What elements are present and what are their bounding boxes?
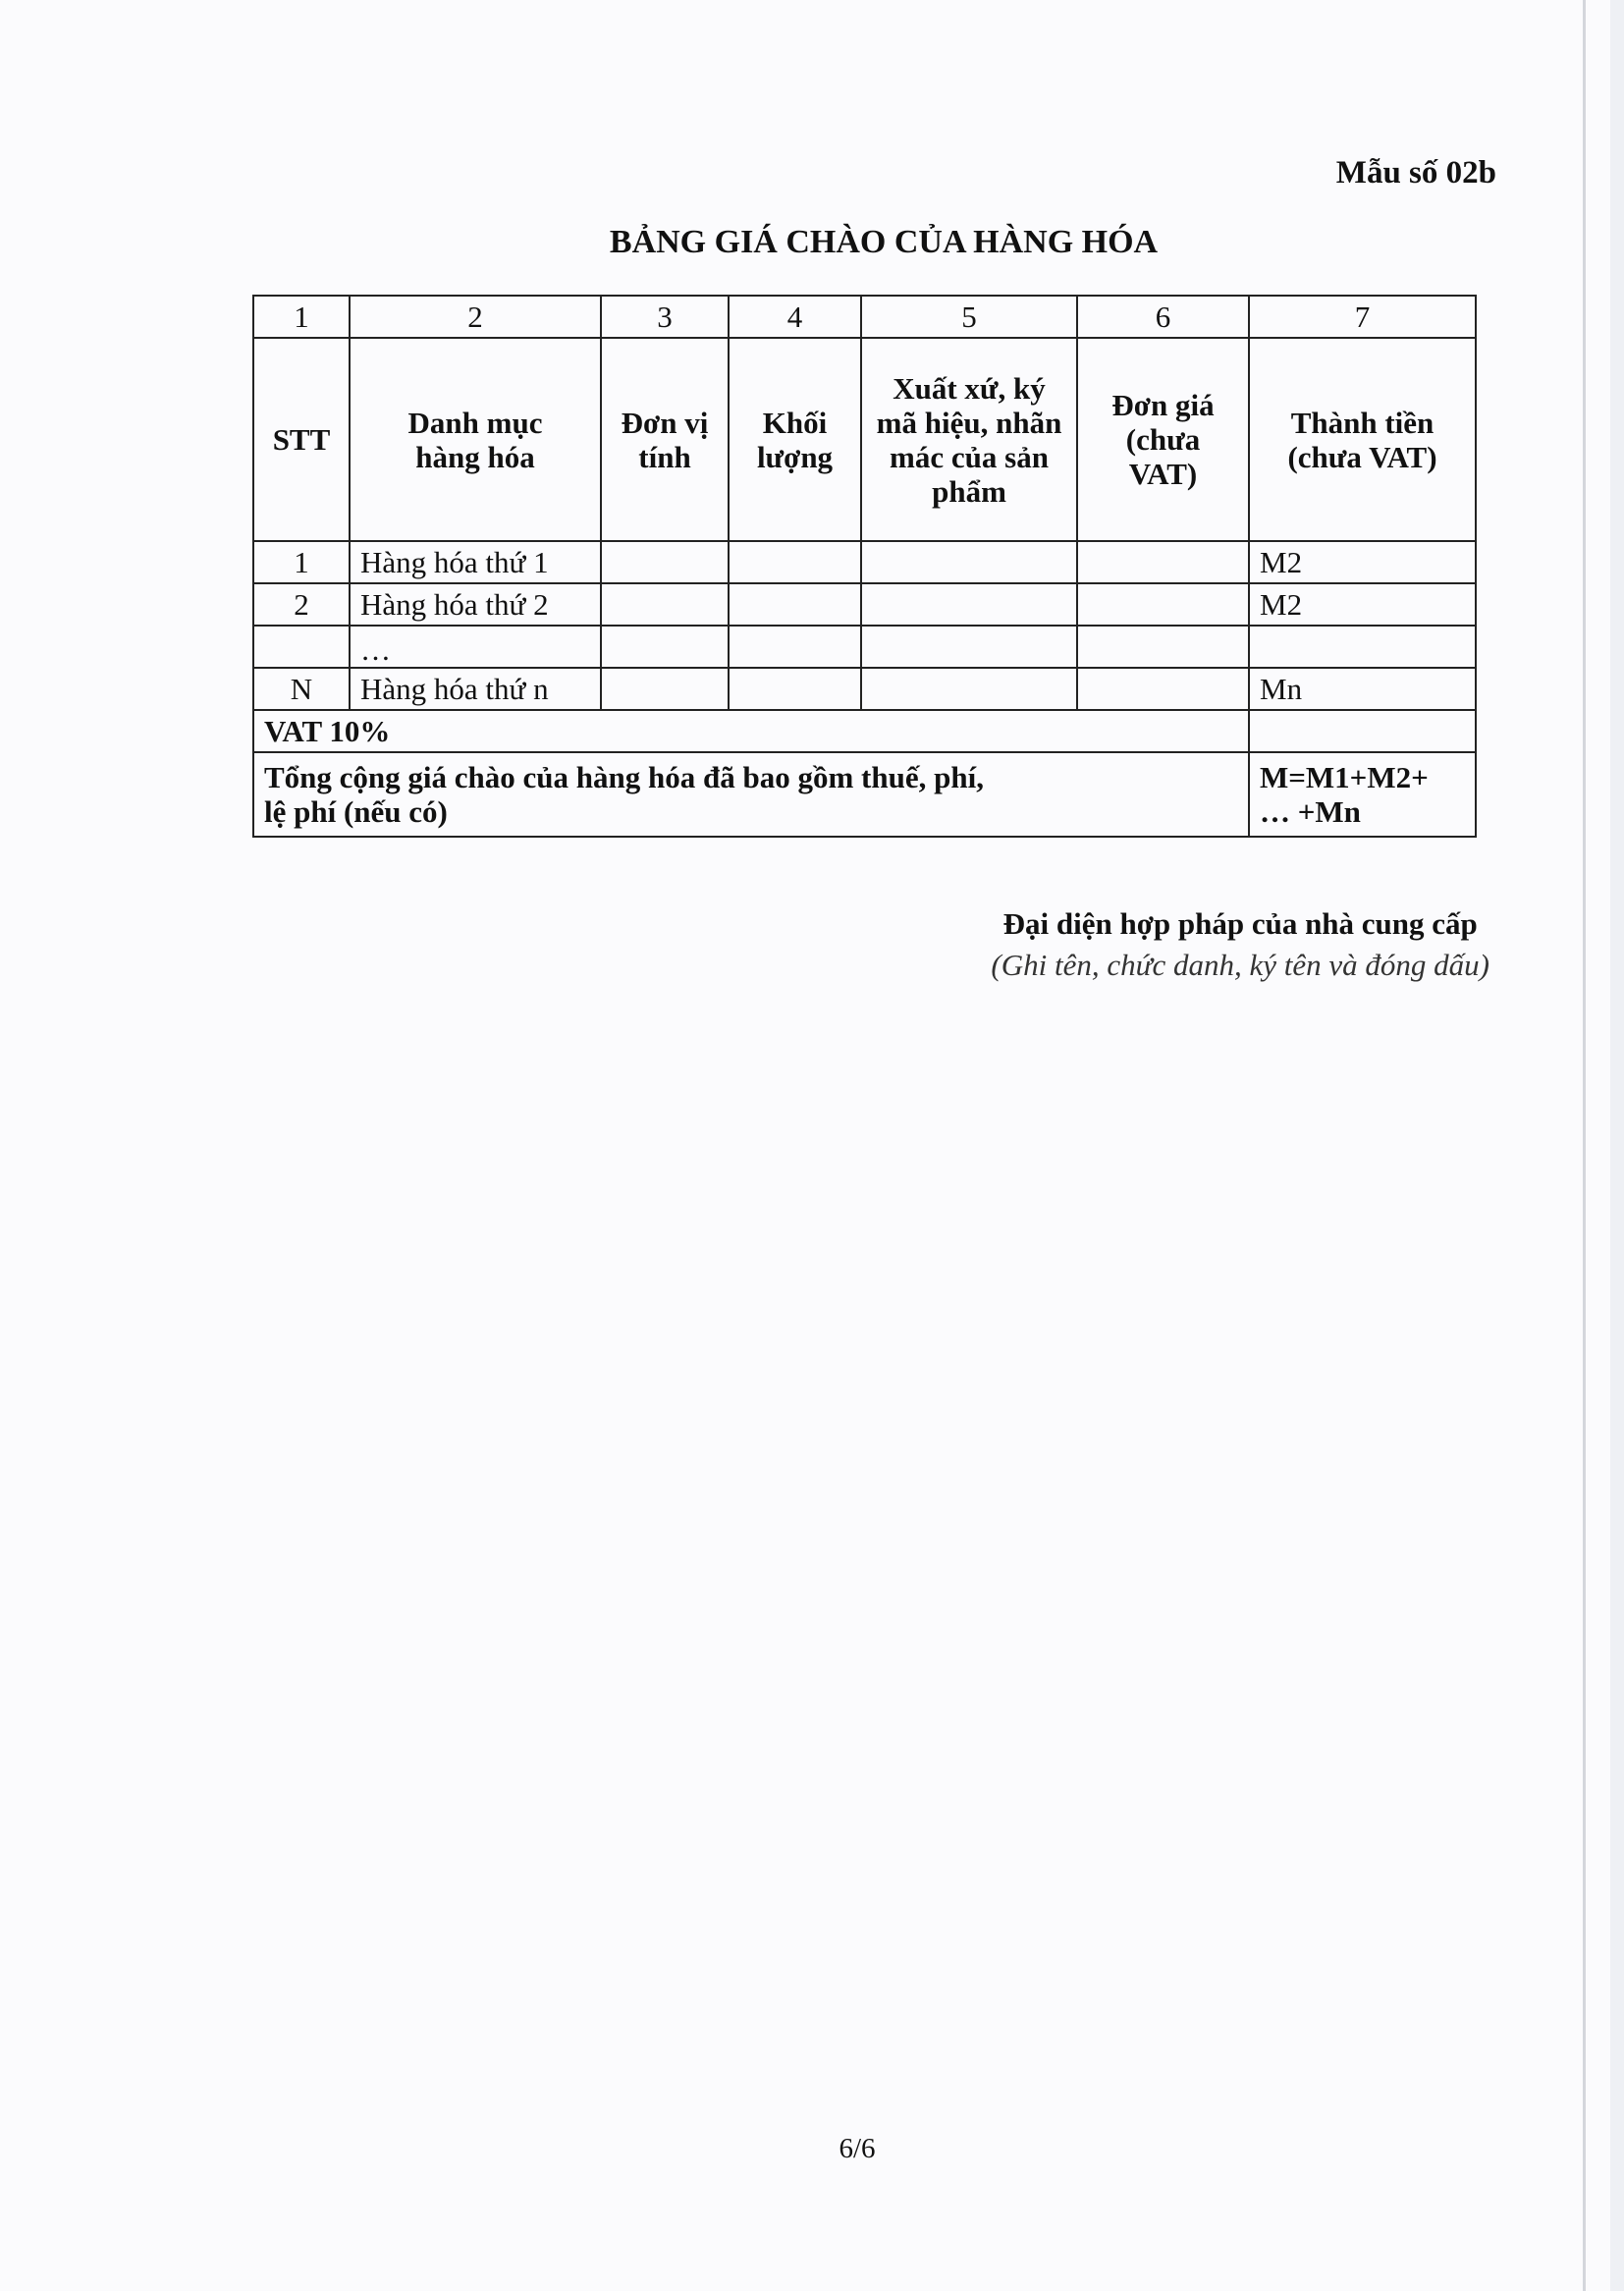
cell-amount: M2	[1248, 582, 1477, 627]
column-number: 6	[1076, 295, 1250, 339]
column-header: Khối lượng	[728, 337, 862, 542]
cell-unit-price	[1076, 582, 1250, 627]
cell-origin	[860, 667, 1078, 711]
price-table: 1 2 3 4 5 6 7 STT Danh mục hàng hóa Đơn …	[252, 295, 1477, 838]
signature-title: Đại diện hợp pháp của nhà cung cấp	[1002, 906, 1478, 941]
cell-unit	[600, 667, 730, 711]
form-number: Mẫu số 02b	[1335, 155, 1496, 191]
vat-label: VAT 10%	[252, 709, 1250, 753]
cell-origin	[860, 540, 1078, 584]
table-row: N Hàng hóa thứ n Mn	[252, 667, 1477, 711]
cell-item: Hàng hóa thứ 2	[349, 582, 602, 627]
cell-item: …	[349, 625, 602, 669]
column-number: 2	[349, 295, 602, 339]
table-row: 2 Hàng hóa thứ 2 M2	[252, 582, 1477, 627]
cell-stt: N	[252, 667, 351, 711]
cell-unit	[600, 625, 730, 669]
column-number: 3	[600, 295, 730, 339]
cell-quantity	[728, 625, 862, 669]
cell-amount: M2	[1248, 540, 1477, 584]
cell-origin	[860, 582, 1078, 627]
column-header: Đơn vị tính	[600, 337, 730, 542]
signature-instructions: (Ghi tên, chức danh, ký tên và đóng dấu)	[991, 948, 1489, 982]
column-header: Thành tiền (chưa VAT)	[1248, 337, 1477, 542]
column-number: 4	[728, 295, 862, 339]
header-row: STT Danh mục hàng hóa Đơn vị tính Khối l…	[252, 337, 1477, 542]
column-header: STT	[252, 337, 351, 542]
column-number: 5	[860, 295, 1078, 339]
vat-row: VAT 10%	[252, 709, 1477, 753]
cell-unit-price	[1076, 625, 1250, 669]
cell-quantity	[728, 582, 862, 627]
page-number: 6/6	[839, 2133, 876, 2164]
cell-unit-price	[1076, 667, 1250, 711]
column-header: Xuất xứ, ký mã hiệu, nhãn mác của sản ph…	[860, 337, 1078, 542]
column-number: 7	[1248, 295, 1477, 339]
cell-origin	[860, 625, 1078, 669]
column-number: 1	[252, 295, 351, 339]
signature-block: Đại diện hợp pháp của nhà cung cấp (Ghi …	[991, 903, 1489, 986]
scan-edge	[1583, 0, 1586, 2291]
table-row: 1 Hàng hóa thứ 1 M2	[252, 540, 1477, 584]
cell-unit-price	[1076, 540, 1250, 584]
cell-stt: 2	[252, 582, 351, 627]
column-number-row: 1 2 3 4 5 6 7	[252, 295, 1477, 339]
cell-item: Hàng hóa thứ 1	[349, 540, 602, 584]
cell-quantity	[728, 540, 862, 584]
total-row: Tổng cộng giá chào của hàng hóa đã bao g…	[252, 751, 1477, 838]
cell-item: Hàng hóa thứ n	[349, 667, 602, 711]
cell-unit	[600, 540, 730, 584]
document-title: BẢNG GIÁ CHÀO CỦA HÀNG HÓA	[609, 224, 1159, 260]
cell-amount: Mn	[1248, 667, 1477, 711]
table-row: …	[252, 625, 1477, 669]
cell-amount	[1248, 625, 1477, 669]
cell-stt: 1	[252, 540, 351, 584]
cell-stt	[252, 625, 351, 669]
scan-margin	[1610, 0, 1624, 2291]
total-value: M=M1+M2+ … +Mn	[1248, 751, 1477, 838]
column-header: Danh mục hàng hóa	[349, 337, 602, 542]
column-header: Đơn giá (chưa VAT)	[1076, 337, 1250, 542]
vat-value	[1248, 709, 1477, 753]
total-label: Tổng cộng giá chào của hàng hóa đã bao g…	[252, 751, 1250, 838]
cell-unit	[600, 582, 730, 627]
cell-quantity	[728, 667, 862, 711]
